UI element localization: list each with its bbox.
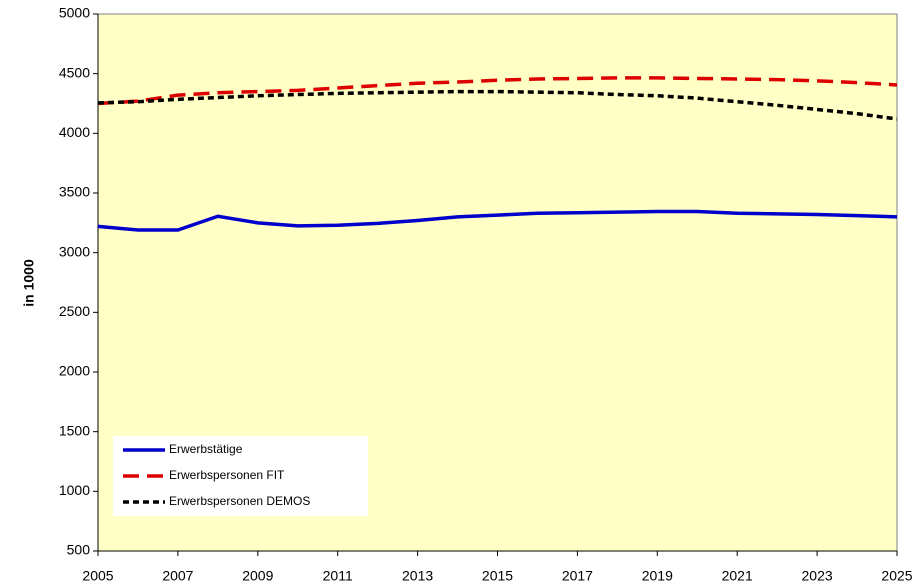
y-axis-label: in 1000 (21, 259, 37, 307)
y-tick-label: 3000 (59, 243, 90, 259)
legend-label: Erwerbspersonen DEMOS (169, 494, 310, 508)
y-tick-label: 3500 (59, 184, 90, 200)
y-tick-label: 2000 (59, 363, 90, 379)
x-tick-label: 2023 (802, 568, 833, 584)
series-line (97, 209, 898, 232)
x-tick-label: 2021 (722, 568, 753, 584)
series-line (97, 76, 898, 106)
legend-label: Erwerbstätige (169, 442, 243, 456)
y-tick-label: 1500 (59, 422, 90, 438)
y-tick-label: 2500 (59, 303, 90, 319)
y-tick-label: 4500 (59, 64, 90, 80)
x-tick-label: 2017 (562, 568, 593, 584)
x-tick-label: 2005 (82, 568, 113, 584)
x-tick-label: 2013 (402, 568, 433, 584)
y-tick-label: 4000 (59, 124, 90, 140)
legend: Erwerbstätige Erwerbspersonen FIT Erwerbsp… (113, 436, 368, 516)
y-tick-label: 1000 (59, 482, 90, 498)
series-line (97, 89, 898, 121)
y-tick-label: 5000 (59, 5, 90, 21)
x-tick-label: 2025 (881, 568, 912, 584)
x-tick-label: 2015 (482, 568, 513, 584)
x-tick-label: 2009 (242, 568, 273, 584)
x-tick-label: 2011 (323, 568, 353, 584)
y-tick-label: 500 (67, 542, 91, 558)
legend-label: Erwerbspersonen FIT (169, 468, 285, 482)
x-tick-label: 2019 (642, 568, 673, 584)
x-tick-label: 2007 (162, 568, 193, 584)
